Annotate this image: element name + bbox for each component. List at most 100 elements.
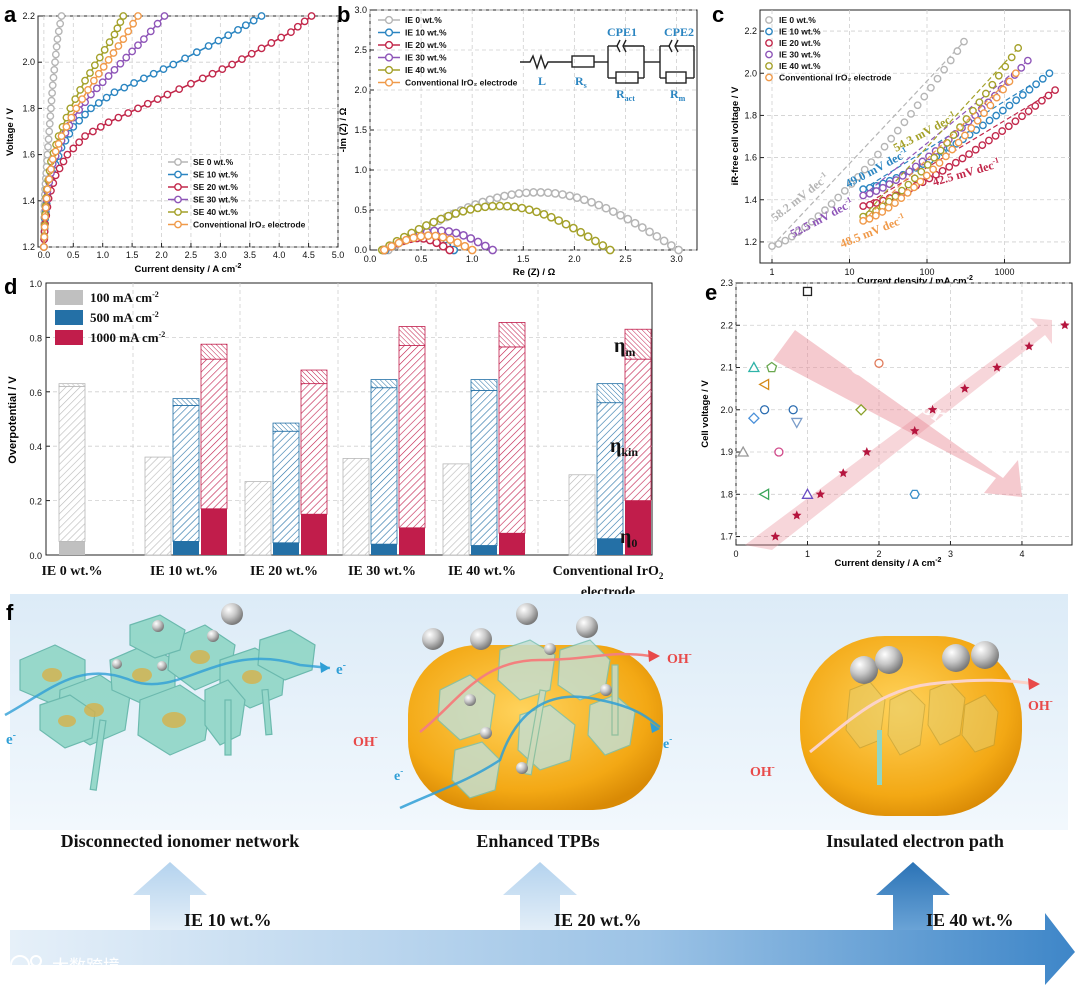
data-point <box>47 165 55 174</box>
data-point <box>43 185 52 194</box>
watermark: 大数跨境 <box>10 955 120 977</box>
data-point <box>510 202 519 212</box>
x-tick-label: 2.5 <box>619 254 632 264</box>
bar-eta-m <box>172 398 200 406</box>
bar-eta0 <box>371 544 397 555</box>
data-point <box>96 122 105 131</box>
data-point <box>920 92 929 101</box>
data-point <box>228 60 237 69</box>
x-tick-label: 1.0 <box>466 254 479 264</box>
data-point <box>991 131 1000 140</box>
literature-point <box>874 358 884 368</box>
data-point <box>1004 122 1013 131</box>
panel-a-frame <box>37 15 339 248</box>
data-point <box>51 147 60 156</box>
legend-label: SE 30 wt.% <box>193 195 238 205</box>
legend-marker <box>384 65 394 75</box>
up-arrow-ie20 <box>503 862 577 930</box>
legend-label: IE 0 wt.% <box>779 15 816 25</box>
data-point <box>616 210 625 220</box>
data-point <box>387 241 396 251</box>
data-point <box>998 106 1007 115</box>
data-point <box>941 152 950 161</box>
data-point <box>1014 44 1023 52</box>
data-point <box>514 189 524 198</box>
slope-exponent: -1 <box>896 211 906 222</box>
bar-eta0 <box>301 514 327 555</box>
panel-b-ylabel: -Im (Z) / Ω <box>338 107 349 152</box>
data-point <box>768 242 776 251</box>
data-point <box>1024 107 1033 116</box>
legend-label: IE 30 wt.% <box>405 53 447 63</box>
data-point <box>47 104 55 113</box>
data-point <box>558 190 567 199</box>
data-point <box>40 233 49 241</box>
data-point <box>90 61 99 70</box>
data-point <box>451 228 461 238</box>
data-point <box>933 74 942 83</box>
data-point <box>1044 91 1053 100</box>
data-point <box>116 18 125 27</box>
bar-eta-kin <box>470 390 498 546</box>
bar-eta-kin <box>498 346 526 534</box>
data-point <box>605 245 615 255</box>
data-point <box>532 207 541 217</box>
data-point <box>40 223 49 231</box>
data-point <box>576 227 586 237</box>
tafel-fit-line <box>771 41 965 247</box>
panel-label-a: a <box>4 2 17 27</box>
x-tick-label: 1 <box>769 267 774 277</box>
cpe2-symbol <box>668 39 673 53</box>
panel-c-legend: IE 0 wt.% IE 10 wt.%IE 20 wt.% IE 30 wt.%I… <box>765 15 892 83</box>
data-point <box>502 201 512 211</box>
panel-e-points <box>737 286 1070 541</box>
y-tick-label: 2.2 <box>744 26 757 36</box>
data-point <box>967 124 976 133</box>
data-point <box>953 47 962 55</box>
data-point <box>438 241 448 251</box>
data-point <box>110 88 119 97</box>
data-point <box>429 217 439 227</box>
bar-eta-kin <box>442 463 470 556</box>
data-point <box>1038 74 1047 83</box>
data-point <box>1005 77 1014 86</box>
panel-b-ticks: 0.0 0.5 1.0 1.5 2.0 2.5 3.0 0.0 0.5 1.0 1.5 2.0 2.5 3… <box>354 5 682 264</box>
data-point <box>241 21 250 30</box>
literature-point <box>747 412 760 425</box>
tafel-fit-line <box>862 47 1019 218</box>
legend-marker <box>765 62 773 70</box>
legend-label: Conventional IrO₂ electrode <box>405 78 518 88</box>
data-point <box>49 73 58 82</box>
category-label: IE 20 wt.% <box>250 564 318 579</box>
caption-insulated-path: Insulated electron path <box>826 831 1004 851</box>
eta-m-label: ηm <box>614 335 635 359</box>
data-point <box>48 89 57 97</box>
data-point <box>859 216 868 225</box>
slope-exponent: -1 <box>898 145 908 156</box>
bar-eta-kin <box>596 402 624 540</box>
data-point <box>1018 112 1026 121</box>
data-point <box>517 203 527 213</box>
data-point <box>92 84 101 93</box>
bar-eta-m <box>58 383 86 387</box>
legend-marker <box>174 195 182 204</box>
legend-label: SE 40 wt.% <box>193 207 238 217</box>
bar-eta-kin <box>200 358 228 510</box>
literature-point <box>737 445 750 457</box>
x-tick-label: 1000 <box>994 267 1014 277</box>
data-point <box>884 203 893 212</box>
data-point <box>89 127 97 136</box>
data-point <box>954 138 963 147</box>
data-point <box>961 131 969 140</box>
data-point <box>44 135 53 144</box>
data-point <box>153 95 162 104</box>
literature-point <box>747 361 760 373</box>
data-point <box>623 214 633 224</box>
legend-marker <box>384 28 394 37</box>
literature-point <box>855 403 868 416</box>
data-point <box>94 99 103 107</box>
bar-eta-m <box>470 379 498 391</box>
data-point <box>1001 62 1010 71</box>
x-tick-label: 1.5 <box>126 250 139 260</box>
circuit-label-ract: Ract <box>616 87 635 103</box>
